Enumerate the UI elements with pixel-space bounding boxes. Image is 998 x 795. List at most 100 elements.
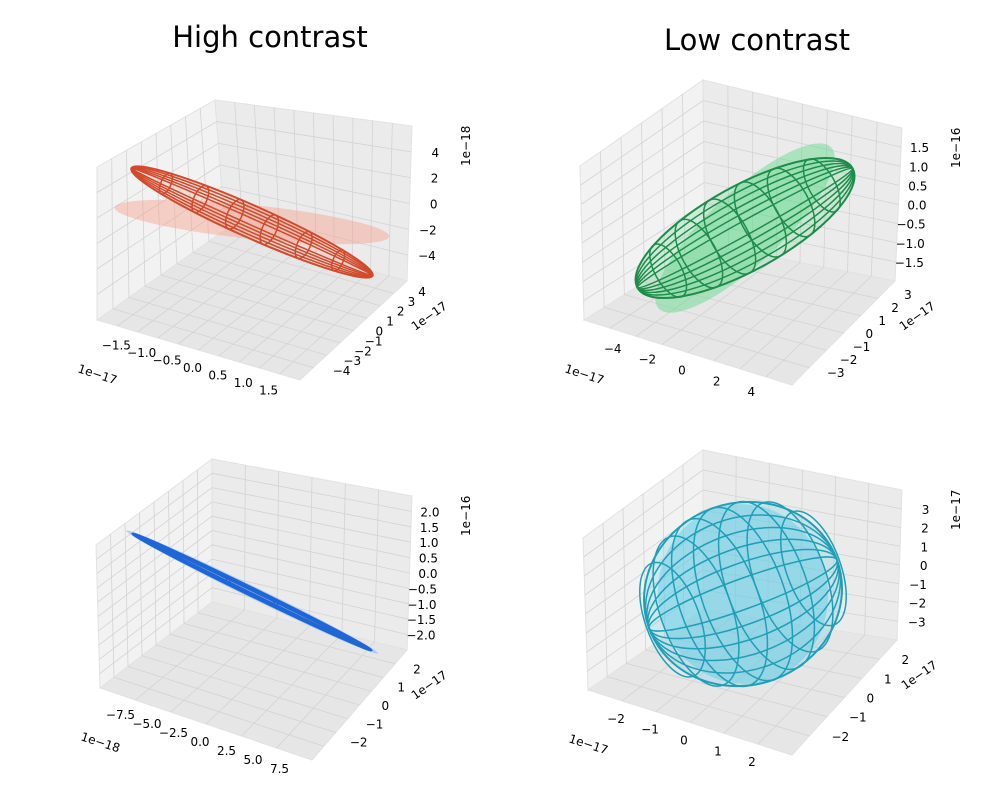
- z-tick-label: 0.0: [907, 199, 926, 213]
- y-tick-label: 2: [413, 662, 421, 676]
- ellipsoid-ring: [272, 599, 279, 609]
- point-cloud: [655, 143, 835, 313]
- z-tick-label: 2: [921, 522, 929, 536]
- z-tick-label: 1.5: [420, 521, 439, 535]
- ellipsoid-meridian: [644, 514, 842, 674]
- grid-lines: [96, 102, 412, 375]
- x-exponent-label: 1e−17: [567, 732, 610, 758]
- x-tick-label: 1.0: [234, 376, 253, 390]
- z-tick-label: −1.5: [407, 613, 436, 627]
- x-tick-label: −7.5: [106, 708, 135, 722]
- x-tick-label: 7.5: [270, 762, 289, 776]
- y-tick-label: −1: [366, 717, 384, 731]
- y-tick-label: −3: [343, 354, 361, 368]
- z-tick-label: −3: [908, 615, 926, 629]
- y-tick-label: −2: [840, 353, 858, 367]
- z-tick-label: 0: [430, 198, 438, 212]
- ellipsoid-ring: [294, 230, 313, 260]
- z-tick-label: 0.5: [419, 552, 438, 566]
- z-tick-label: −1.5: [895, 256, 924, 270]
- x-tick-label: 1: [714, 744, 722, 758]
- y-tick-label: −1: [853, 340, 871, 354]
- point-cloud: [126, 530, 378, 654]
- y-tick-label: −1: [849, 711, 867, 725]
- z-tick-label: −0.5: [408, 582, 437, 596]
- x-tick-label: 0: [678, 364, 686, 378]
- grid-lines: [96, 465, 412, 749]
- x-tick-label: 2: [748, 755, 756, 769]
- y-tick-label: 0: [867, 692, 875, 706]
- x-tick-label: −0.5: [153, 354, 182, 368]
- z-exponent-label: 1e−17: [949, 490, 963, 530]
- x-tick-label: −2: [638, 353, 656, 367]
- y-tick-label: 0: [382, 699, 390, 713]
- z-tick-label: 1.0: [909, 160, 928, 174]
- z-tick-label: −2: [909, 597, 927, 611]
- ellipsoid-ring: [158, 172, 174, 195]
- title-high-contrast: High contrast: [172, 20, 368, 54]
- z-tick-label: 1.0: [419, 536, 438, 550]
- ellipsoid-ring: [639, 561, 707, 678]
- ellipsoid-top-right: [634, 143, 856, 313]
- z-tick-label: 1.5: [910, 141, 929, 155]
- y-tick-label: 1: [386, 315, 394, 329]
- ellipsoid-ring: [191, 184, 210, 214]
- y-tick-label: 2: [891, 301, 899, 315]
- ellipsoid-meridian: [131, 532, 373, 652]
- x-tick-label: 4: [748, 385, 756, 399]
- x-tick-label: 0: [680, 734, 688, 748]
- ellipsoid-ring: [717, 500, 816, 671]
- z-tick-label: 2: [431, 172, 439, 186]
- z-tick-label: 0: [920, 559, 928, 573]
- x-tick-label: −2.5: [159, 726, 188, 740]
- ellipsoid-meridian: [130, 166, 374, 278]
- y-tick-label: −2: [832, 730, 850, 744]
- y-tick-label: −2: [350, 736, 368, 750]
- y-tick-label: 1: [397, 681, 405, 695]
- ellipsoid-bottom-right: [639, 500, 847, 688]
- ellipsoid-ring: [746, 501, 834, 653]
- z-tick-label: 1: [920, 540, 928, 554]
- ellipsoid-ring: [259, 214, 280, 246]
- y-tick-label: 3: [408, 295, 416, 309]
- chart-panel-top-left: −1.5−1.0−0.50.00.51.01.5−4−3−2−101234−4−…: [76, 99, 473, 398]
- y-tick-label: 4: [418, 285, 426, 299]
- y-tick-label: −4: [333, 364, 351, 378]
- ellipsoid-ring: [225, 575, 232, 585]
- z-tick-label: 3: [922, 503, 930, 517]
- chart-panel-bottom-left: −7.5−5.0−2.50.02.55.07.5−2−1012−2.0−1.5−…: [79, 458, 473, 776]
- y-tick-label: 2: [902, 653, 910, 667]
- y-tick-label: −1: [365, 334, 383, 348]
- ellipsoid-bottom-left: [126, 530, 378, 654]
- ellipsoid-ring: [766, 167, 816, 238]
- point-cloud: [114, 199, 390, 245]
- z-tick-label: −1.0: [896, 237, 925, 251]
- z-tick-label: 2.0: [420, 505, 439, 519]
- z-tick-label: −1.0: [407, 598, 436, 612]
- ellipsoid-meridian: [635, 160, 855, 296]
- z-tick-label: 0.0: [418, 567, 437, 581]
- ellipsoid-ring: [330, 249, 346, 272]
- x-tick-label: −2: [607, 712, 625, 726]
- ellipsoid-ring: [702, 198, 757, 275]
- x-tick-label: −1.5: [102, 339, 131, 353]
- z-tick-label: −1: [909, 578, 927, 592]
- y-tick-label: −2: [354, 344, 372, 358]
- z-tick-label: −2.0: [406, 629, 435, 643]
- x-tick-label: 0.0: [183, 361, 202, 375]
- y-tick-label: 0: [866, 327, 874, 341]
- ellipsoid-ring: [321, 623, 327, 631]
- grid-lines: [580, 85, 902, 378]
- ellipsoid-ring: [802, 158, 841, 213]
- x-tick-label: 0.0: [190, 735, 209, 749]
- x-tick-label: −1.0: [127, 346, 156, 360]
- ellipsoid-top-left: [114, 165, 390, 279]
- title-low-contrast: Low contrast: [664, 23, 850, 57]
- y-tick-label: 1: [878, 314, 886, 328]
- ellipsoid-ring: [177, 553, 183, 561]
- x-tick-label: −5.0: [132, 717, 161, 731]
- ellipsoid-ring: [224, 198, 245, 230]
- x-exponent-label: 1e−17: [76, 362, 119, 388]
